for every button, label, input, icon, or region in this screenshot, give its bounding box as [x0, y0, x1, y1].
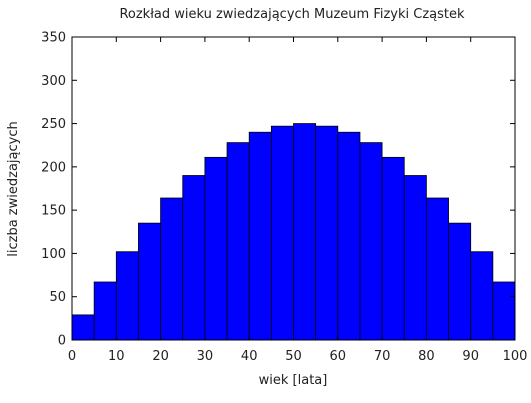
x-tick-label-5: 50 — [285, 349, 302, 364]
y-tick-label-7: 350 — [41, 31, 66, 46]
histogram-bar-7 — [226, 142, 250, 341]
histogram-bar-17 — [448, 222, 472, 341]
histogram-bar-9 — [270, 125, 294, 341]
x-tick-label-8: 80 — [418, 349, 435, 364]
histogram-bar-14 — [381, 156, 405, 341]
x-tick-label-1: 10 — [108, 349, 125, 364]
histogram-bar-18 — [470, 251, 494, 341]
histogram-bar-19 — [492, 281, 516, 341]
histogram-bar-1 — [93, 281, 117, 341]
histogram-bar-13 — [359, 142, 383, 341]
x-tick-label-10: 100 — [503, 349, 528, 364]
x-tick-label-9: 90 — [462, 349, 479, 364]
y-tick-label-1: 50 — [49, 290, 66, 305]
y-tick-label-4: 200 — [41, 160, 66, 175]
histogram-bar-12 — [337, 131, 361, 341]
bars-group — [71, 123, 516, 341]
histogram-bar-11 — [315, 125, 339, 341]
x-tick-label-0: 0 — [68, 349, 76, 364]
histogram-bar-3 — [138, 222, 161, 341]
x-tick-label-6: 60 — [330, 349, 347, 364]
plot-frame — [71, 36, 516, 341]
histogram-bar-5 — [182, 175, 206, 341]
histogram-bar-10 — [293, 123, 317, 341]
ticks-group: 0 10 20 30 40 50 60 70 80 90 100 0 50 100 150 200 250 300… — [41, 31, 527, 365]
chart-title: Rozkład wieku zwiedzających Muzeum Fizyk… — [119, 7, 465, 22]
histogram-bar-4 — [160, 197, 184, 341]
histogram-bar-0 — [71, 314, 95, 341]
x-axis-label: wiek [lata] — [259, 373, 328, 388]
x-tick-label-2: 20 — [152, 349, 169, 364]
y-tick-label-5: 250 — [41, 117, 66, 132]
histogram-bar-15 — [403, 175, 427, 341]
y-tick-label-2: 100 — [41, 247, 66, 262]
x-tick-label-7: 70 — [374, 349, 391, 364]
histogram-bar-2 — [115, 251, 139, 341]
y-axis-label: liczba zwiedzających — [6, 121, 21, 256]
y-tick-label-6: 300 — [41, 74, 66, 89]
x-tick-label-3: 30 — [197, 349, 214, 364]
histogram-bar-6 — [204, 156, 228, 341]
x-tick-label-4: 40 — [241, 349, 258, 364]
histogram-bar-8 — [248, 131, 272, 341]
y-tick-label-3: 150 — [41, 204, 66, 219]
y-tick-label-0: 0 — [58, 334, 66, 349]
histogram-bar-16 — [425, 197, 449, 341]
